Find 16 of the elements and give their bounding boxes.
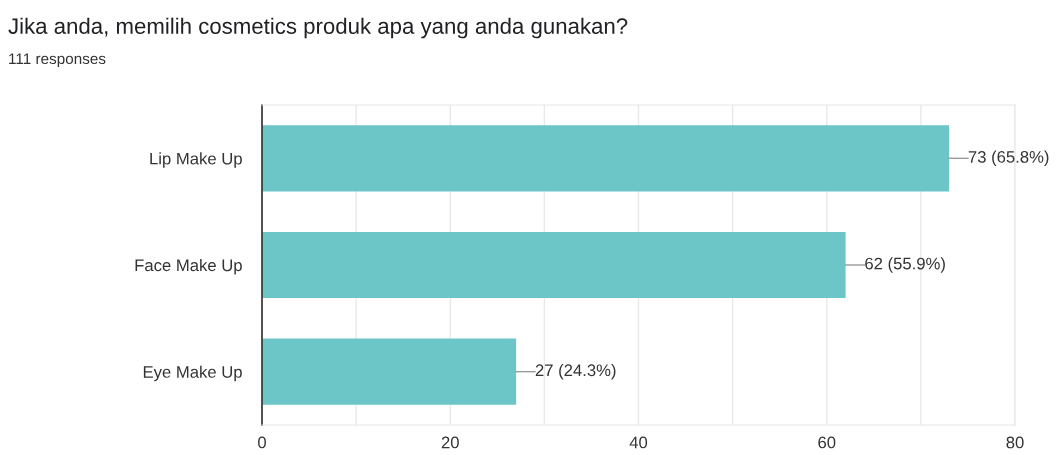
chart-title: Jika anda, memilih cosmetics produk apa yang anda gunakan? (8, 17, 628, 39)
bar (262, 231, 846, 299)
y-tick-label: Eye Make Up (143, 365, 242, 382)
x-tick-label: 0 (258, 436, 266, 449)
x-tick-label: 20 (441, 436, 459, 449)
data-label: 73 (65.8%) (968, 150, 1049, 167)
y-tick-label: Face Make Up (135, 258, 242, 275)
bar (262, 338, 517, 405)
y-tick-label: Lip Make Up (150, 152, 242, 168)
text: 111 responses (9, 53, 106, 68)
x-tick-label: 40 (629, 436, 648, 449)
x-tick-label: 60 (818, 436, 836, 449)
x-tick-label: 80 (1006, 436, 1024, 449)
bar (262, 125, 950, 192)
data-label: 62 (55.9%) (865, 257, 945, 273)
data-label: 27 (24.3%) (535, 363, 616, 380)
